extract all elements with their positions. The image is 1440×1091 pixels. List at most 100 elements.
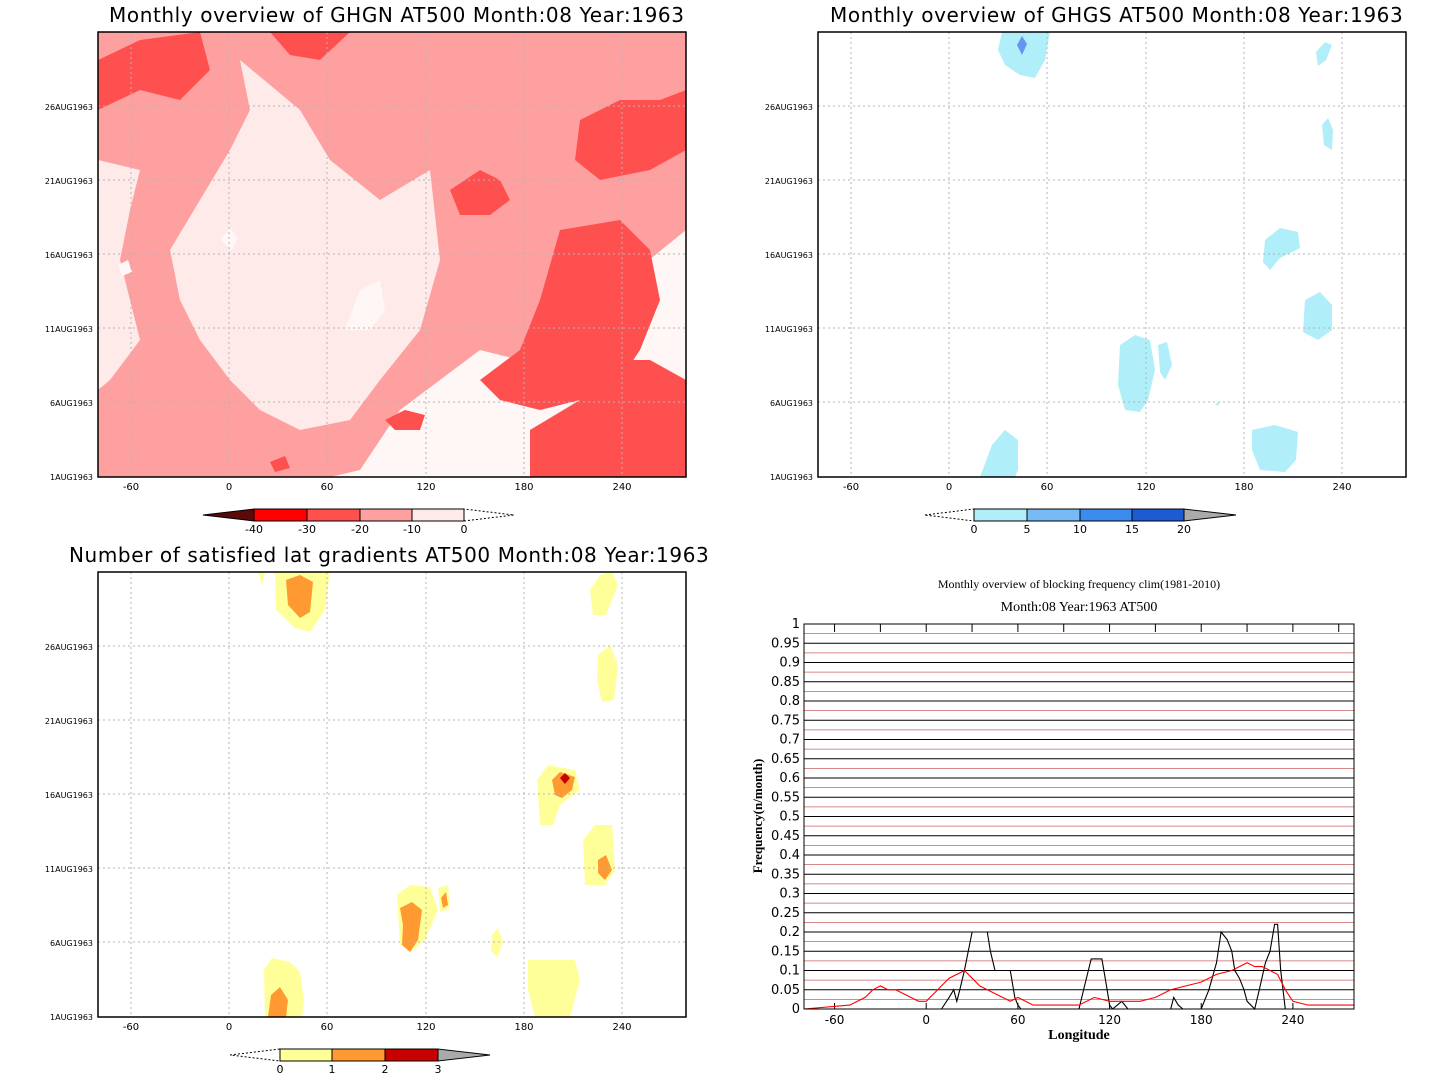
panel-ghgs-title: Monthly overview of GHGS AT500 Month:08 … bbox=[830, 3, 1404, 27]
ghgn-fill-dark-rightlow bbox=[530, 360, 686, 477]
ghgn-fill-white-blob1 bbox=[345, 280, 385, 330]
ghgn-y-tick-label: 6AUG1963 bbox=[50, 399, 93, 408]
ghgs-x-tick-label: 240 bbox=[1332, 482, 1351, 493]
lat-y-tick-label: 21AUG1963 bbox=[45, 717, 93, 726]
lat-y-tick-label: 26AUG1963 bbox=[45, 643, 93, 652]
blocking-frequency-chart: Monthly overview of blocking frequency c… bbox=[750, 577, 1355, 1043]
ghgn-fill-dark-top bbox=[98, 32, 210, 110]
ghgs-contour-fills bbox=[980, 32, 1333, 477]
freq-series-line-0 bbox=[804, 923, 1354, 1011]
ghgs-x-tick-label: 180 bbox=[1234, 482, 1253, 493]
panel-ghgs-chart: -60 0 60 120 180 240 1AUG1963 6AUG1963 1… bbox=[765, 31, 1407, 536]
ghgs-colorbar-label: 5 bbox=[1024, 523, 1031, 536]
freq-y-tick-label: 0.45 bbox=[771, 829, 800, 844]
ghgs-fill-dark-blob bbox=[1017, 36, 1027, 55]
ghgn-x-tick-label: 180 bbox=[514, 482, 533, 493]
ghgs-x-tick-label: 60 bbox=[1041, 482, 1054, 493]
freq-y-tick-label: 0 bbox=[792, 1002, 800, 1017]
freq-y-tick-label: 0.9 bbox=[779, 656, 800, 671]
freq-x-tick-label: -60 bbox=[825, 1013, 845, 1027]
freq-x-axis-label: Longitude bbox=[1048, 1028, 1109, 1043]
lat-colorbar-label: 0 bbox=[277, 1063, 284, 1076]
ghgn-x-tick-label: -60 bbox=[123, 482, 139, 493]
freq-y-tick-label: 0.85 bbox=[771, 675, 800, 690]
ghgs-x-tick-label: 120 bbox=[1136, 482, 1155, 493]
freq-y-tick-label: 0.1 bbox=[779, 964, 800, 979]
lat-plot-frame bbox=[97, 571, 687, 1018]
freq-y-tick-label: 0.75 bbox=[771, 713, 800, 728]
freq-y-tick-label: 0.65 bbox=[771, 752, 800, 767]
lat-colorbar: 0 1 2 3 bbox=[229, 1048, 491, 1076]
ghgn-colorbar-label: -10 bbox=[403, 523, 421, 536]
ghgn-fill-dark-blob2 bbox=[385, 410, 425, 430]
lat-y-tick-label: 16AUG1963 bbox=[45, 791, 93, 800]
ghgn-fill-dark-upperright bbox=[575, 90, 686, 180]
freq-y-tick-label: 0.95 bbox=[771, 636, 800, 651]
freq-y-tick-label: 0.25 bbox=[771, 906, 800, 921]
ghgn-y-tick-label: 26AUG1963 bbox=[45, 103, 93, 112]
lat-x-tick-label: 180 bbox=[514, 1022, 533, 1033]
lat-x-tick-label: 0 bbox=[226, 1022, 232, 1033]
ghgs-colorbar-label: 15 bbox=[1125, 523, 1139, 536]
ghgn-colorbar-label: -20 bbox=[351, 523, 369, 536]
panel-lat-title: Number of satisfied lat gradients AT500 … bbox=[69, 543, 710, 567]
lat-gridlines bbox=[98, 572, 686, 1017]
panel-lat-chart: -60 0 60 120 180 240 1AUG1963 6AUG1963 1… bbox=[45, 571, 687, 1076]
ghgs-colorbar-label: 0 bbox=[971, 523, 978, 536]
freq-y-tick-label: 0.2 bbox=[779, 925, 800, 940]
freq-x-tick-label: 180 bbox=[1190, 1013, 1213, 1027]
ghgs-colorbar: 0 5 10 15 20 bbox=[924, 508, 1237, 536]
freq-lines bbox=[803, 923, 1354, 1011]
ghgn-colorbar-label: -40 bbox=[245, 523, 263, 536]
ghgn-y-tick-label: 21AUG1963 bbox=[45, 177, 93, 186]
lat-y-tick-label: 6AUG1963 bbox=[50, 939, 93, 948]
ghgn-y-tick-label: 16AUG1963 bbox=[45, 251, 93, 260]
freq-y-tick-label: 1 bbox=[792, 617, 800, 632]
ghgn-fill-pale-region bbox=[170, 60, 440, 430]
ghgn-gridlines bbox=[98, 32, 686, 477]
freq-y-tick-label: 0.8 bbox=[779, 694, 800, 709]
freq-y-tick-label: 0.5 bbox=[779, 810, 800, 825]
freq-y-tick-label: 0.6 bbox=[779, 771, 800, 786]
freq-y-axis-label: Frequency(n/month) bbox=[750, 759, 765, 874]
ghgn-fill-dark-topmid bbox=[270, 32, 350, 60]
freq-y-tick-label: 0.55 bbox=[771, 790, 800, 805]
freq-x-tick-label: 120 bbox=[1098, 1013, 1121, 1027]
lat-x-tick-label: 240 bbox=[612, 1022, 631, 1033]
freq-y-tick-label: 0.15 bbox=[771, 944, 800, 959]
lat-x-tick-label: -60 bbox=[123, 1022, 139, 1033]
ghgs-y-tick-label: 1AUG1963 bbox=[770, 473, 813, 482]
ghgs-y-tick-label: 6AUG1963 bbox=[770, 399, 813, 408]
ghgn-x-tick-label: 240 bbox=[612, 482, 631, 493]
freq-chart-subtitle: Month:08 Year:1963 AT500 bbox=[1001, 600, 1158, 615]
freq-y-tick-label: 0.4 bbox=[779, 848, 800, 863]
ghgs-y-tick-label: 26AUG1963 bbox=[765, 103, 813, 112]
lat-colorbar-label: 1 bbox=[329, 1063, 336, 1076]
ghgn-y-tick-label: 11AUG1963 bbox=[45, 325, 93, 334]
freq-x-tick-label: 0 bbox=[922, 1013, 930, 1027]
ghgn-y-tick-label: 1AUG1963 bbox=[50, 473, 93, 482]
ghgs-gridlines bbox=[818, 32, 1406, 477]
freq-y-tick-label: 0.35 bbox=[771, 867, 800, 882]
ghgs-x-tick-label: -60 bbox=[843, 482, 859, 493]
ghgn-colorbar-label: -30 bbox=[298, 523, 316, 536]
freq-y-tick-label: 0.7 bbox=[779, 733, 800, 748]
freq-series-line-1 bbox=[803, 962, 1354, 1010]
ghgn-colorbar-label: 0 bbox=[461, 523, 468, 536]
ghgs-colorbar-label: 20 bbox=[1177, 523, 1191, 536]
lat-y-tick-label: 11AUG1963 bbox=[45, 865, 93, 874]
ghgs-x-tick-label: 0 bbox=[946, 482, 952, 493]
ghgn-colorbar: -40 -30 -20 -10 0 bbox=[202, 508, 515, 536]
ghgn-fill-white-blob3 bbox=[118, 260, 132, 276]
ghgs-y-tick-label: 11AUG1963 bbox=[765, 325, 813, 334]
ghgn-x-tick-label: 120 bbox=[416, 482, 435, 493]
freq-x-tick-label: 60 bbox=[1010, 1013, 1025, 1027]
panel-ghgn-title: Monthly overview of GHGN AT500 Month:08 … bbox=[109, 3, 685, 27]
freq-plot-frame bbox=[803, 623, 1355, 1010]
ghgn-fill-dark-blob1 bbox=[450, 170, 510, 215]
ghgs-y-tick-label: 21AUG1963 bbox=[765, 177, 813, 186]
lat-x-tick-label: 120 bbox=[416, 1022, 435, 1033]
ghgn-fill-pale-left bbox=[98, 160, 140, 390]
freq-x-tick-label: 240 bbox=[1281, 1013, 1304, 1027]
freq-chart-title: Monthly overview of blocking frequency c… bbox=[938, 577, 1220, 591]
